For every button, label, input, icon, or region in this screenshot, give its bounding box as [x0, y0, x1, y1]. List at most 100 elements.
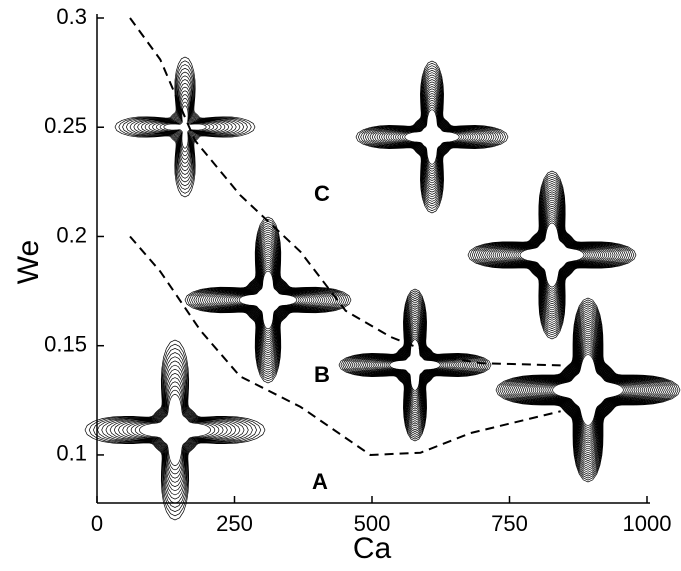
contour	[212, 244, 324, 356]
contour	[469, 172, 635, 338]
contour	[389, 339, 441, 391]
contour	[490, 193, 614, 317]
contour	[155, 97, 215, 157]
contour	[130, 385, 220, 475]
contour	[378, 328, 452, 402]
contour	[374, 324, 456, 406]
boundary-line	[129, 17, 561, 367]
contour	[340, 290, 490, 440]
contour	[392, 97, 472, 177]
x-tick-label: 750	[491, 511, 528, 536]
x-axis-label: Ca	[353, 532, 392, 565]
contour	[97, 352, 253, 508]
contour	[221, 253, 315, 347]
contour	[129, 71, 241, 183]
contour	[492, 195, 612, 315]
x-tick-label: 250	[216, 511, 253, 536]
contour	[134, 389, 216, 471]
y-tick-label: 0.3	[56, 4, 87, 29]
contour	[137, 79, 233, 175]
contour	[364, 69, 500, 205]
contour	[399, 104, 465, 170]
contour	[521, 323, 655, 457]
contour	[546, 348, 630, 432]
contour	[191, 223, 345, 377]
contour	[526, 328, 650, 452]
contour	[230, 262, 306, 338]
contour	[193, 225, 343, 375]
contour	[379, 329, 451, 401]
contour	[355, 305, 475, 425]
contour	[502, 205, 602, 305]
contour	[376, 326, 454, 404]
contour	[355, 60, 509, 214]
contour	[348, 298, 482, 432]
contour	[511, 313, 665, 467]
contour	[501, 303, 675, 477]
contour	[503, 305, 673, 475]
contour	[225, 257, 311, 343]
contour	[513, 216, 591, 294]
contour	[367, 72, 497, 202]
contour	[395, 100, 469, 174]
contour	[482, 185, 622, 325]
contour	[126, 381, 224, 479]
contour	[507, 309, 669, 471]
contour	[507, 210, 597, 300]
contour	[390, 95, 474, 179]
contour	[517, 220, 587, 290]
contour	[369, 74, 495, 200]
y-axis-label: We	[12, 240, 45, 284]
contour	[159, 101, 211, 153]
contour	[473, 176, 631, 334]
y-tick-label: 0.2	[56, 222, 87, 247]
contour	[381, 86, 483, 188]
contour	[374, 79, 490, 195]
contour	[133, 75, 237, 179]
contour	[383, 88, 481, 186]
contour	[515, 218, 589, 292]
contour	[219, 251, 317, 349]
contour	[366, 316, 464, 414]
contour	[344, 294, 486, 436]
contour	[363, 313, 467, 417]
x-tick-label: 0	[91, 511, 103, 536]
drop-shapes	[84, 56, 681, 521]
contour	[542, 344, 634, 436]
contour	[402, 107, 462, 167]
contour	[478, 181, 626, 329]
contour	[232, 264, 304, 336]
contour	[197, 229, 339, 371]
contour	[349, 299, 481, 431]
contour	[540, 342, 636, 438]
contour	[517, 319, 659, 461]
contour	[184, 216, 352, 384]
x-tick-label: 1000	[623, 511, 672, 536]
contour	[519, 222, 585, 288]
y-tick-label: 0.1	[56, 441, 87, 466]
contour	[500, 203, 604, 307]
contour	[488, 191, 616, 319]
contour	[125, 67, 245, 187]
contour	[360, 65, 504, 209]
contour	[199, 231, 337, 369]
contour	[528, 330, 648, 450]
contour	[388, 93, 476, 181]
contour	[195, 227, 341, 373]
contour	[378, 83, 486, 191]
contour	[188, 220, 348, 380]
contour	[109, 364, 241, 496]
contour	[534, 336, 642, 444]
contour	[113, 368, 237, 492]
contour	[357, 62, 507, 212]
contour	[372, 322, 458, 408]
contour	[204, 236, 332, 364]
contour	[371, 76, 493, 198]
contour	[496, 199, 608, 311]
contour	[114, 56, 256, 198]
contour	[552, 354, 624, 426]
contour	[538, 340, 638, 440]
contour	[480, 183, 624, 327]
